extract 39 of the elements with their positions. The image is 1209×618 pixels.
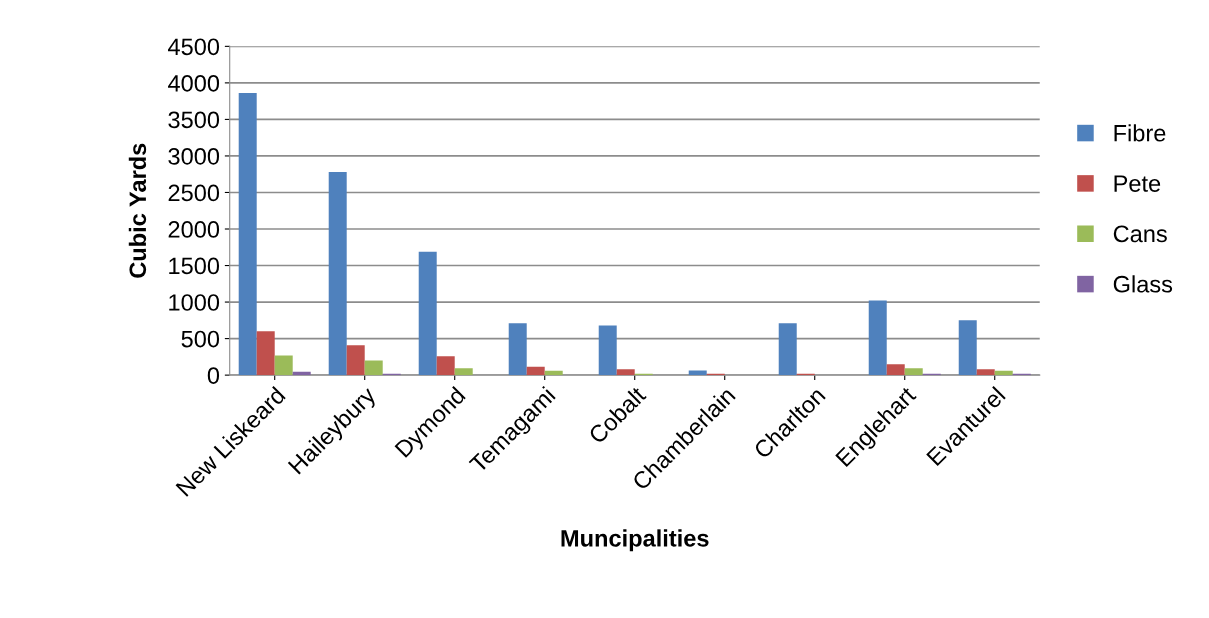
legend-label: Glass	[1113, 275, 1173, 293]
y-tick-label: 3000	[168, 148, 220, 165]
bar	[598, 325, 617, 376]
y-tick-label: 1500	[169, 257, 220, 275]
bar	[958, 320, 977, 376]
bar	[994, 370, 1013, 376]
bar	[454, 368, 473, 376]
y-tick-label: 500	[181, 330, 220, 348]
y-tick-label: 3500	[168, 111, 220, 129]
bar	[544, 370, 563, 376]
bar	[346, 345, 365, 376]
y-axis-title: Cubic Yards	[128, 143, 147, 278]
x-axis-title: Muncipalities	[561, 529, 709, 552]
bar	[436, 356, 455, 376]
bar	[616, 369, 635, 376]
y-tick-label: 2500	[168, 184, 220, 202]
bar	[328, 172, 347, 376]
legend-label: Pete	[1114, 175, 1161, 192]
legend-label: Cans	[1113, 225, 1167, 243]
y-tick-label: 1000	[169, 294, 220, 311]
bar	[364, 360, 383, 376]
bar	[904, 368, 923, 376]
y-tick-label: 4000	[168, 74, 220, 92]
bar	[688, 370, 707, 376]
bar	[418, 251, 437, 376]
y-tick-label: 4500	[168, 38, 220, 56]
bar	[886, 364, 905, 376]
legend-label: Fibre	[1114, 124, 1166, 142]
bar	[508, 323, 527, 376]
bar	[256, 331, 275, 376]
y-tick-label: 0	[207, 367, 220, 384]
bar	[238, 93, 257, 376]
y-tick-label: 2000	[168, 221, 220, 238]
bar	[778, 323, 797, 376]
bar	[976, 369, 995, 376]
bar	[292, 371, 311, 376]
bar	[526, 366, 545, 376]
bar	[274, 355, 293, 376]
bar	[868, 300, 887, 376]
